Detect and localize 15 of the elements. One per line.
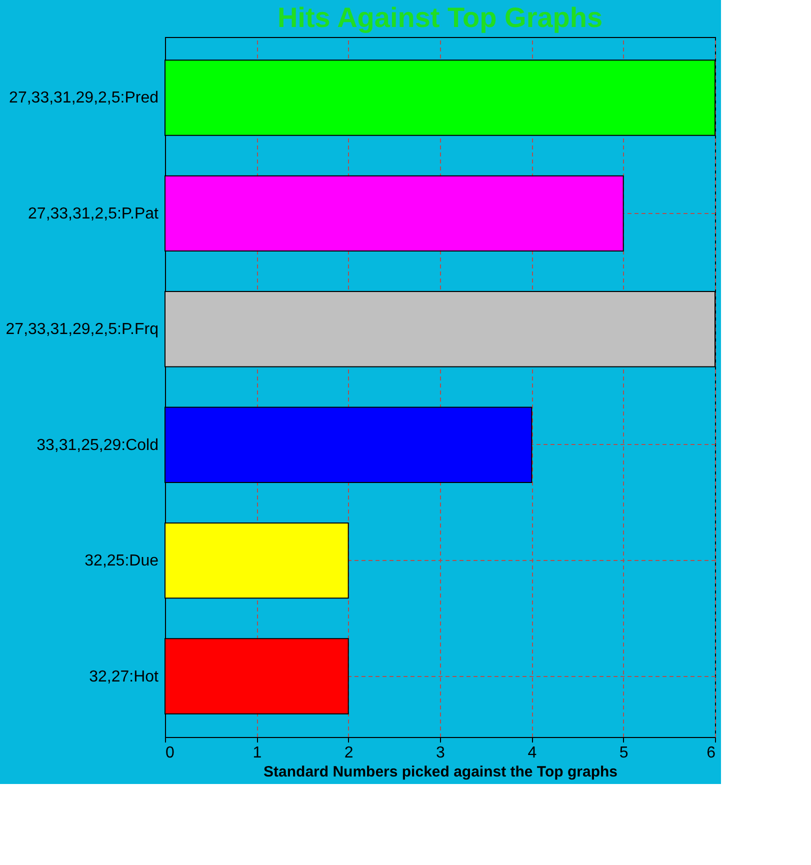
- y-tick-label: 33,31,25,29:Cold: [36, 436, 158, 454]
- x-axis-title: Standard Numbers picked against the Top graphs: [264, 764, 618, 780]
- chart-title: Hits Against Top Graphs: [277, 2, 603, 33]
- x-tick-label: 1: [252, 744, 262, 762]
- x-tick-label: 6: [706, 744, 716, 762]
- x-tick-label: 5: [619, 744, 628, 762]
- x-tick-label: 3: [436, 744, 446, 762]
- x-tick-label: 0: [166, 744, 174, 762]
- x-tick-label: 4: [528, 744, 537, 762]
- x-tick-label: 2: [344, 744, 354, 762]
- y-tick-label: 27,33,31,29,2,5:P.Frq: [6, 321, 158, 338]
- y-tick-label: 27,33,31,2,5:P.Pat: [28, 205, 160, 222]
- y-tick-label: 32,25:Due: [84, 552, 159, 570]
- y-tick-label: 32,27:Hot: [89, 668, 160, 686]
- y-tick-label: 27,33,31,29,2,5:Pred: [9, 90, 158, 107]
